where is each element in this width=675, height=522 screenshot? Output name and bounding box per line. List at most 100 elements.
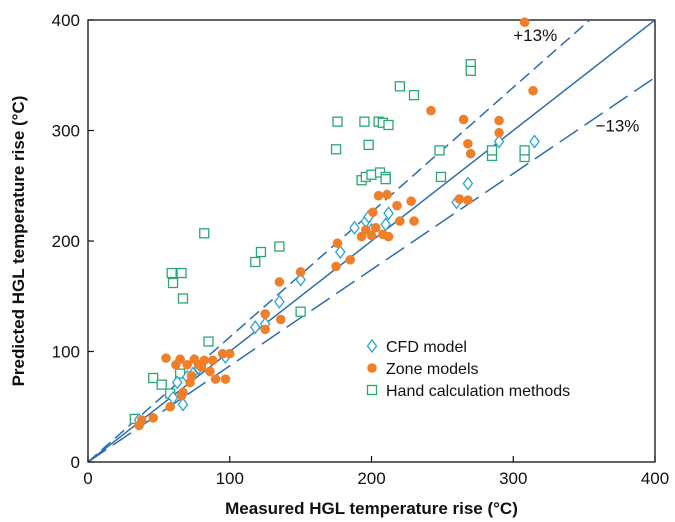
- circle-point-24: [274, 277, 285, 287]
- square-point-20: [363, 139, 374, 151]
- annotation-minus: −13%: [595, 117, 639, 136]
- square-point-12: [255, 246, 267, 258]
- legend-label-diamond: CFD model: [386, 339, 467, 356]
- circle-point-8: [178, 387, 188, 398]
- circle-point-1: [137, 415, 147, 425]
- square-point-31: [435, 171, 447, 183]
- diamond-point-22: [529, 134, 540, 149]
- x-tick-label-300: 300: [499, 469, 527, 488]
- square-point-11: [250, 256, 261, 268]
- diamond-point-11: [295, 272, 306, 287]
- y-tick-label-300: 300: [52, 122, 80, 141]
- square-point-37: [519, 145, 530, 156]
- circle-point-41: [406, 196, 416, 207]
- square-point-28: [394, 81, 406, 92]
- y-tick-label-200: 200: [52, 232, 80, 251]
- diamond-point-10: [274, 294, 285, 309]
- circle-point-29: [345, 254, 356, 265]
- legend: CFD model Zone models Hand calculation met…: [366, 338, 570, 400]
- legend-marker-square: [366, 384, 378, 396]
- circle-point-52: [528, 85, 538, 96]
- y-tick-label-400: 400: [52, 11, 80, 30]
- series-diamond: [133, 134, 540, 428]
- square-point-18: [359, 116, 370, 127]
- circle-point-19: [217, 348, 228, 359]
- circle-point-32: [366, 230, 377, 241]
- x-tick-label-0: 0: [83, 469, 92, 488]
- x-tick-label-200: 200: [357, 469, 385, 488]
- square-point-14: [295, 306, 306, 317]
- circle-point-26: [295, 267, 306, 277]
- circle-point-48: [465, 148, 476, 159]
- legend-marker-circle: [367, 363, 377, 373]
- circle-point-25: [275, 314, 286, 325]
- circle-point-27: [331, 261, 341, 272]
- circle-point-39: [392, 200, 402, 211]
- square-point-4: [166, 267, 177, 279]
- diamond-point-13: [349, 220, 360, 235]
- circle-point-9: [182, 359, 193, 370]
- square-point-15: [330, 144, 342, 155]
- circle-point-40: [395, 216, 405, 226]
- annotation-plus: +13%: [513, 26, 557, 45]
- x-tick-label-100: 100: [216, 469, 244, 488]
- square-point-10: [203, 336, 214, 347]
- circle-point-46: [463, 195, 473, 205]
- y-tick-label-100: 100: [52, 343, 80, 362]
- circle-point-22: [260, 324, 270, 335]
- circle-point-28: [332, 238, 343, 249]
- circle-point-3: [161, 353, 171, 363]
- square-point-8: [177, 293, 189, 304]
- circle-point-49: [494, 115, 504, 126]
- legend-label-square: Hand calculation methods: [386, 383, 570, 400]
- diamond-point-2: [171, 375, 183, 390]
- circle-point-23: [260, 309, 270, 319]
- circle-point-50: [494, 127, 504, 138]
- diamond-point-21: [493, 134, 505, 149]
- series-circle: [134, 17, 538, 431]
- diamond-point-20: [462, 176, 474, 191]
- circle-point-4: [165, 401, 176, 412]
- circle-point-2: [148, 413, 159, 423]
- circle-point-6: [175, 354, 185, 365]
- square-point-2: [156, 379, 167, 390]
- x-axis-title: Measured HGL temperature rise (°C): [225, 499, 518, 518]
- circle-point-16: [205, 366, 215, 377]
- axis-ticks: 0 100 200 300 400 0 100 200 300 400: [52, 11, 670, 488]
- circle-point-43: [426, 105, 436, 116]
- diamond-point-8: [249, 320, 261, 335]
- series-square: [129, 59, 530, 425]
- legend-label-circle: Zone models: [386, 361, 479, 378]
- circle-point-42: [409, 216, 419, 226]
- circle-point-47: [463, 138, 473, 149]
- diamond-point-12: [335, 244, 346, 260]
- square-point-27: [383, 119, 394, 131]
- square-point-5: [167, 277, 179, 289]
- x-tick-label-400: 400: [641, 469, 669, 488]
- circle-point-37: [382, 189, 392, 200]
- square-point-35: [486, 145, 498, 156]
- y-tick-label-0: 0: [71, 453, 80, 472]
- circle-point-44: [454, 194, 465, 204]
- square-point-7: [176, 267, 187, 279]
- circle-point-51: [519, 17, 530, 28]
- circle-point-45: [458, 114, 469, 125]
- diamond-point-3: [177, 397, 189, 412]
- square-point-33: [465, 65, 476, 76]
- square-point-9: [199, 228, 210, 239]
- circle-point-17: [207, 355, 218, 366]
- circle-point-11: [186, 371, 197, 381]
- data-markers: [129, 17, 540, 431]
- square-point-1: [148, 372, 159, 384]
- reference-line-2: [88, 76, 655, 462]
- circle-point-33: [368, 207, 378, 218]
- circle-point-35: [373, 190, 384, 201]
- circle-point-15: [199, 355, 210, 366]
- y-axis-title: Predicted HGL temperature rise (°C): [9, 96, 28, 387]
- square-point-29: [408, 89, 420, 101]
- square-point-21: [366, 169, 377, 180]
- square-point-30: [434, 145, 445, 156]
- diamond-point-17: [380, 217, 391, 232]
- circle-point-34: [370, 222, 381, 233]
